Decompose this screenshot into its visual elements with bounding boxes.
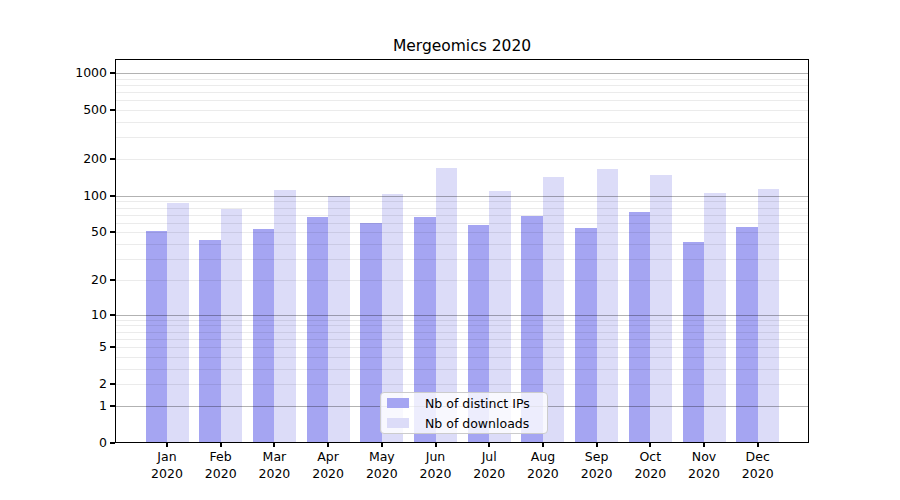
minor-gridline xyxy=(115,357,809,358)
legend-label-distinct-ips: Nb of distinct IPs xyxy=(425,396,530,411)
major-gridline xyxy=(115,315,809,316)
y-tick-mark xyxy=(110,383,115,385)
y-tick-label: 1 xyxy=(0,398,107,414)
y-tick-label: 10 xyxy=(0,307,107,323)
y-tick-label: 100 xyxy=(0,188,107,204)
x-tick-mark xyxy=(488,443,490,447)
y-tick-mark xyxy=(110,314,115,316)
x-tick-mark xyxy=(166,443,168,447)
plot-area xyxy=(115,59,809,443)
legend-item-downloads: Nb of downloads xyxy=(387,416,539,431)
minor-gridline xyxy=(115,92,809,93)
minor-gridline xyxy=(115,122,809,123)
y-tick-mark xyxy=(110,279,115,281)
minor-gridline xyxy=(115,100,809,101)
y-tick-mark xyxy=(110,442,115,444)
chart-title: Mergeomics 2020 xyxy=(115,37,809,55)
y-tick-label: 500 xyxy=(0,102,107,118)
legend-swatch-distinct-ips xyxy=(387,398,409,408)
y-tick-label: 5 xyxy=(0,339,107,355)
x-tick-mark xyxy=(649,443,651,447)
major-gridline xyxy=(115,196,809,197)
minor-gridline xyxy=(115,325,809,326)
minor-gridline xyxy=(115,159,809,160)
y-tick-label: 2 xyxy=(0,376,107,392)
minor-gridline xyxy=(115,280,809,281)
minor-gridline xyxy=(115,320,809,321)
minor-gridline xyxy=(115,110,809,111)
x-tick-mark xyxy=(381,443,383,447)
legend-label-downloads: Nb of downloads xyxy=(425,416,529,431)
legend: Nb of distinct IPs Nb of downloads xyxy=(380,392,548,434)
y-tick-mark xyxy=(110,195,115,197)
y-tick-mark xyxy=(110,72,115,74)
minor-gridline xyxy=(115,137,809,138)
y-tick-label: 200 xyxy=(0,151,107,167)
minor-gridline xyxy=(115,384,809,385)
legend-item-distinct-ips: Nb of distinct IPs xyxy=(387,396,539,411)
y-tick-label: 20 xyxy=(0,272,107,288)
grid-layer xyxy=(115,59,809,443)
minor-gridline xyxy=(115,223,809,224)
minor-gridline xyxy=(115,215,809,216)
y-tick-mark xyxy=(110,158,115,160)
x-tick-mark xyxy=(757,443,759,447)
y-tick-label: 50 xyxy=(0,224,107,240)
minor-gridline xyxy=(115,232,809,233)
x-tick-mark xyxy=(273,443,275,447)
y-tick-mark xyxy=(110,109,115,111)
x-tick-mark xyxy=(703,443,705,447)
minor-gridline xyxy=(115,332,809,333)
x-tick-label: Dec 2020 xyxy=(726,449,790,482)
x-tick-mark xyxy=(596,443,598,447)
y-tick-mark xyxy=(110,231,115,233)
minor-gridline xyxy=(115,244,809,245)
minor-gridline xyxy=(115,208,809,209)
x-tick-mark xyxy=(220,443,222,447)
minor-gridline xyxy=(115,79,809,80)
major-gridline xyxy=(115,73,809,74)
x-tick-mark xyxy=(327,443,329,447)
minor-gridline xyxy=(115,85,809,86)
minor-gridline xyxy=(115,347,809,348)
x-tick-mark xyxy=(435,443,437,447)
y-tick-mark xyxy=(110,405,115,407)
minor-gridline xyxy=(115,369,809,370)
y-tick-label: 1000 xyxy=(0,65,107,81)
minor-gridline xyxy=(115,259,809,260)
legend-swatch-downloads xyxy=(387,418,409,428)
minor-gridline xyxy=(115,339,809,340)
x-tick-mark xyxy=(542,443,544,447)
y-tick-label: 0 xyxy=(0,435,107,451)
figure: Mergeomics 2020 01251020501002005001000J… xyxy=(0,0,900,500)
minor-gridline xyxy=(115,201,809,202)
y-tick-mark xyxy=(110,346,115,348)
